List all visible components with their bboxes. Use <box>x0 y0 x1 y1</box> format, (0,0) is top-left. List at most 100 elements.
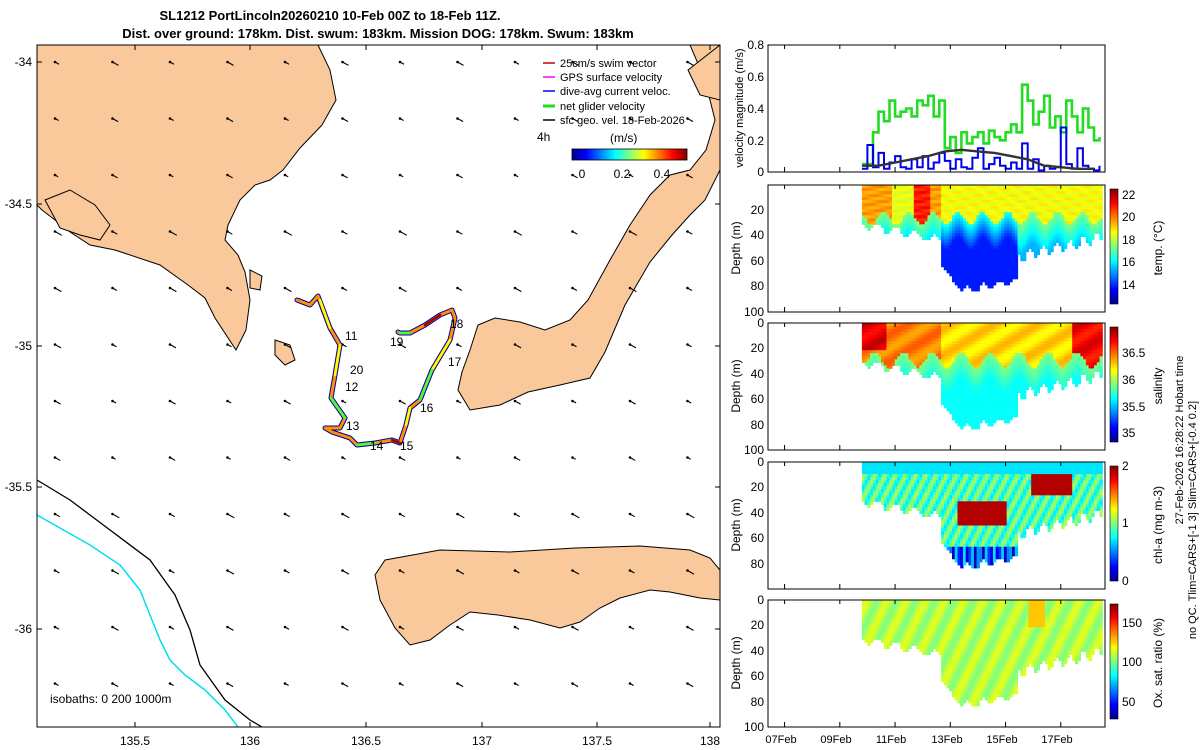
geo-vel-arrow <box>571 625 579 631</box>
sal-ctick-2: 36 <box>1122 373 1136 387</box>
glider-track <box>294 293 458 448</box>
geo-vel-arrow <box>398 230 408 236</box>
geo-vel-arrow <box>398 682 404 687</box>
salinity-panel: 0 20 40 60 80 100 Depth (m) 35 35.5 36 3… <box>729 316 1165 457</box>
geo-vel-arrow <box>686 569 695 575</box>
day-label-20: 20 <box>350 363 364 377</box>
ox-ytick-1: 20 <box>751 618 765 632</box>
geo-vel-arrow <box>168 60 175 65</box>
geo-vel-arrow <box>571 456 576 460</box>
geo-vel-arrow <box>571 512 580 519</box>
sal-ctick-0: 35 <box>1122 426 1136 440</box>
ox-ytick-4: 80 <box>751 695 765 709</box>
velocity-series <box>861 83 1101 172</box>
geo-vel-arrow <box>283 625 290 630</box>
geo-vel-arrow <box>341 512 350 519</box>
geo-vel-arrow <box>168 625 175 630</box>
geo-vel-arrow <box>53 60 60 65</box>
day-label-13: 13 <box>346 419 360 433</box>
temp-ylabel: Depth (m) <box>729 221 743 274</box>
geo-vel-arrow <box>513 230 523 236</box>
time-tick-1: 09Feb <box>820 734 851 746</box>
geo-vel-arrow <box>628 117 634 122</box>
geo-vel-arrow <box>513 569 520 574</box>
geo-vel-arrow <box>456 625 464 631</box>
vel-ytick-3: 0.6 <box>747 70 764 84</box>
geo-vel-arrow <box>628 286 637 293</box>
sal-ylabel: Depth (m) <box>729 359 743 412</box>
geo-vel-arrow <box>341 399 347 404</box>
day-label-15: 15 <box>400 439 414 453</box>
time-tick-0: 07Feb <box>765 734 796 746</box>
geo-vel-arrow <box>168 343 177 349</box>
geo-vel-arrow <box>628 230 638 236</box>
geo-vel-arrow <box>513 682 519 687</box>
chla-ytick-4: 80 <box>751 557 765 571</box>
map-ytick-1: -34.5 <box>5 197 33 211</box>
map-axes <box>37 45 720 727</box>
ox-ytick-3: 60 <box>751 669 765 683</box>
chla-ctick-2: 2 <box>1122 459 1129 473</box>
legend-item-1: GPS surface velocity <box>560 72 663 84</box>
geo-vel-arrow <box>341 456 346 460</box>
geo-vel-arrow <box>53 682 59 687</box>
ox-ctick-1: 100 <box>1122 655 1142 669</box>
geo-vel-arrow <box>226 625 234 631</box>
sal-ytick-5: 100 <box>744 443 764 457</box>
day-label-11: 11 <box>345 329 358 343</box>
geo-vel-arrow <box>111 230 118 235</box>
land-yorke-peninsula <box>457 45 720 411</box>
geo-vel-arrow <box>53 117 59 122</box>
vel-ylabel: velocity magnitude (m/s) <box>734 48 746 167</box>
vel-ytick-1: 0.2 <box>747 134 764 148</box>
geo-vel-arrow <box>628 682 634 687</box>
map-xtick-2: 136.5 <box>351 734 381 748</box>
day-label-19: 19 <box>390 335 404 349</box>
geo-vel-arrow <box>226 343 232 348</box>
sal-colorbar <box>1109 326 1119 443</box>
sal-ytick-0: 0 <box>757 316 764 330</box>
sal-ytick-3: 60 <box>751 392 765 406</box>
temp-ytick-0: 20 <box>751 203 765 217</box>
land-island-2 <box>249 269 263 291</box>
map-ytick-0: -34 <box>15 55 33 69</box>
temp-ctick-2: 18 <box>1122 233 1136 247</box>
legend-item-0: 25cm/s swim vector <box>560 58 657 70</box>
geo-vel-arrow <box>111 682 119 688</box>
salinity-section <box>861 323 1103 430</box>
geo-vel-arrow <box>513 625 520 630</box>
temp-ytick-1: 40 <box>751 228 765 242</box>
map-ytick-2: -35 <box>15 339 33 353</box>
vel-ytick-4: 0.8 <box>747 38 764 52</box>
geo-vel-arrow <box>456 682 464 688</box>
geo-vel-arrow <box>111 343 117 348</box>
sal-ytick-2: 40 <box>751 367 765 381</box>
geo-vel-arrow <box>686 286 693 291</box>
geo-vel-arrow <box>53 456 61 461</box>
geo-vel-arrow <box>168 512 176 518</box>
geo-vel-arrow <box>111 399 117 404</box>
geo-vel-arrow <box>283 60 290 65</box>
geo-vel-arrow <box>111 512 120 519</box>
geo-vel-arrow <box>283 682 289 687</box>
geo-vel-arrow <box>226 117 234 123</box>
vel-ytick-2: 0.4 <box>747 102 764 116</box>
time-axis <box>784 45 1062 727</box>
sal-ytick-1: 20 <box>751 341 765 355</box>
geo-vel-arrow <box>168 569 175 574</box>
day-label-16: 16 <box>420 401 434 415</box>
chla-clabel: chl-a (mg m-3) <box>1151 486 1165 564</box>
geo-vel-arrow <box>226 60 234 66</box>
velocity-frame <box>767 44 1106 173</box>
geo-vel-arrow <box>226 173 233 179</box>
geo-vel-arrow <box>53 173 59 178</box>
geo-vel-arrow <box>456 456 461 460</box>
geo-vel-arrow <box>571 286 578 291</box>
chla-ytick-2: 40 <box>751 506 765 520</box>
sal-ctick-1: 35.5 <box>1122 400 1146 414</box>
geo-vel-arrow <box>341 286 348 291</box>
ox-clabel: Ox. sat. ratio (%) <box>1151 618 1165 708</box>
geo-vel-arrow <box>53 399 61 405</box>
land-eyre-peninsula <box>37 45 337 352</box>
